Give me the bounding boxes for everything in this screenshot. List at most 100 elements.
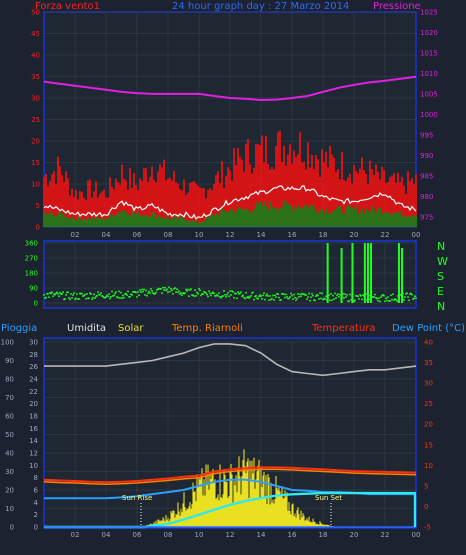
wind-direction-point [111, 290, 113, 293]
humidity-tick-label: 20 [5, 487, 14, 495]
wind-direction-point [355, 295, 357, 297]
wind-direction-point [244, 297, 246, 300]
wind-direction-point [368, 294, 370, 297]
solar-tick-label: 24 [29, 376, 38, 384]
wind-direction-point [65, 294, 67, 296]
wind-direction-point [329, 299, 331, 302]
temperature-tick-label: 25 [424, 400, 433, 408]
wind-direction-point [100, 292, 102, 294]
wind-direction-point [50, 292, 52, 295]
x-tick-label: 20 [350, 531, 359, 539]
solar-tick-label: 22 [29, 388, 38, 396]
wind-direction-point [139, 289, 141, 291]
wind-direction-point [73, 292, 75, 294]
wind-direction-point [256, 297, 258, 299]
wind-direction-point [297, 293, 299, 295]
wind-direction-point [335, 297, 337, 299]
wind-direction-point [172, 292, 174, 295]
pressure-tick-label: 980 [420, 193, 433, 201]
wind-direction-point [107, 295, 109, 298]
wind-direction-point [405, 293, 407, 295]
wind-direction-point [192, 294, 194, 297]
wind-tick-label: 45 [31, 30, 40, 38]
wind-direction-point [77, 298, 79, 300]
wind-direction-point [203, 291, 205, 293]
wind-direction-point [170, 287, 172, 290]
wind-direction-point [412, 298, 414, 300]
wind-direction-point [181, 294, 183, 296]
wind-direction-point [200, 294, 202, 297]
wind-direction-point [196, 291, 198, 294]
wind-tick-label: 0 [36, 224, 40, 232]
direction-tick-label: 90 [29, 285, 38, 293]
legend-app-temp: Temp. Riarnoli [171, 323, 243, 334]
wind-direction-point [253, 298, 255, 301]
wind-direction-point [131, 294, 133, 296]
wind-direction-point [130, 293, 132, 296]
wind-direction-point [143, 288, 145, 291]
wind-direction-point [252, 291, 254, 294]
legend-humidity: Umidita [67, 323, 106, 334]
wind-direction-point [287, 297, 289, 300]
wind-direction-point [250, 294, 252, 297]
wind-direction-point [210, 294, 212, 297]
direction-tick-label: 360 [25, 240, 38, 248]
wind-direction-point [101, 295, 103, 297]
wind-direction-point [137, 291, 139, 293]
wind-direction-point [226, 293, 228, 296]
wind-direction-point [96, 294, 98, 297]
wind-direction-point [413, 297, 415, 300]
wind-direction-point [301, 292, 303, 295]
compass-south: S [437, 270, 444, 283]
wind-direction-point [151, 290, 153, 292]
wind-direction-point [84, 293, 86, 296]
wind-direction-point [263, 292, 265, 295]
wind-direction-point [102, 295, 104, 298]
wind-direction-point [106, 294, 108, 297]
wind-direction-point [349, 293, 351, 296]
wind-direction-point [119, 297, 121, 299]
wind-direction-point [112, 295, 114, 297]
wind-direction-point [46, 293, 48, 295]
wind-direction-point [105, 296, 107, 298]
pressure-tick-label: 1000 [420, 111, 438, 119]
x-tick-label: 12 [226, 231, 235, 239]
x-tick-label: 02 [71, 531, 80, 539]
wind-direction-point [393, 299, 395, 301]
wind-direction-point [191, 294, 193, 296]
humidity-tick-label: 70 [5, 394, 14, 402]
pressure-tick-label: 1005 [420, 90, 438, 98]
wind-direction-point [277, 293, 279, 296]
wind-direction-point [270, 298, 272, 301]
wind-direction-point [193, 295, 195, 297]
wind-direction-point [407, 296, 409, 298]
wind-direction-point [88, 297, 90, 300]
wind-tick-label: 35 [31, 73, 40, 81]
wind-direction-point [225, 296, 227, 298]
wind-direction-point [224, 294, 226, 296]
wind-direction-point [274, 294, 276, 297]
x-tick-label: 10 [195, 231, 204, 239]
wind-direction-point [242, 294, 244, 297]
wind-direction-point [48, 296, 50, 299]
wind-direction-point [307, 296, 309, 298]
wind-direction-point [43, 293, 45, 296]
wind-direction-point [319, 292, 321, 294]
wind-direction-point [296, 297, 298, 300]
wind-direction-point [314, 299, 316, 302]
wind-direction-point [125, 292, 127, 295]
wind-direction-point [80, 292, 82, 295]
wind-direction-point [268, 299, 270, 302]
wind-direction-point [134, 290, 136, 293]
wind-direction-point [315, 295, 317, 297]
wind-direction-point [179, 293, 181, 295]
wind-direction-point [336, 294, 338, 297]
wind-direction-point [235, 292, 237, 295]
wind-direction-point [278, 296, 280, 299]
temperature-tick-label: 0 [424, 503, 428, 511]
wind-direction-point [350, 298, 352, 301]
wind-direction-point [306, 298, 308, 300]
wind-direction-point [141, 288, 143, 291]
wind-direction-point [138, 294, 140, 296]
